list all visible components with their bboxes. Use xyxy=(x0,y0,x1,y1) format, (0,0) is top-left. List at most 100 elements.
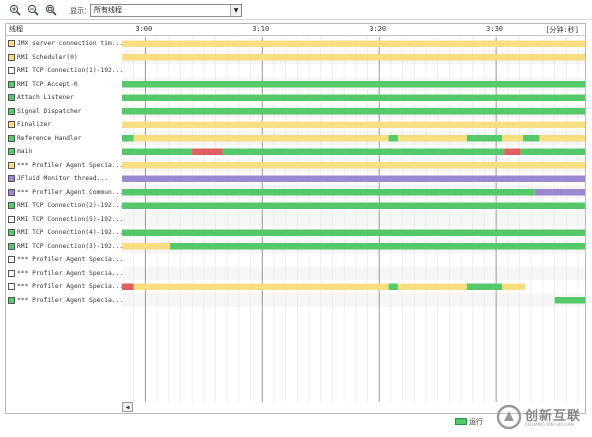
thread-row[interactable]: *** Profiler Agent Specia... xyxy=(6,253,122,267)
thread-segment-sleeping[interactable] xyxy=(122,54,585,61)
thread-state-icon xyxy=(8,175,15,183)
thread-row[interactable]: main xyxy=(6,145,122,159)
thread-row[interactable]: RMI TCP Connection(4)-192... xyxy=(6,226,122,240)
thread-segment-running[interactable] xyxy=(169,243,585,250)
toolbar: 显示： 所有线程 ▼ xyxy=(0,0,592,20)
thread-row[interactable]: *** Profiler Agent Specia... xyxy=(6,280,122,294)
thread-segment-sleeping[interactable] xyxy=(501,135,524,142)
zoom-out-icon xyxy=(27,4,39,16)
thread-state-icon xyxy=(8,242,15,250)
thread-state-icon xyxy=(8,283,15,291)
watermark-chinese: 创新互联 xyxy=(525,409,582,424)
thread-name: *** Profiler Agent Specia... xyxy=(17,296,122,304)
thread-name: RMI TCP Connection(1)-192... xyxy=(17,67,122,75)
thread-segment-sleeping[interactable] xyxy=(501,283,526,291)
thread-segment-running[interactable] xyxy=(520,148,585,156)
thread-segment-running[interactable] xyxy=(523,135,540,142)
thread-row[interactable]: *** Profiler Agent Commun... xyxy=(6,186,122,200)
thread-segment-running[interactable] xyxy=(466,135,502,142)
thread-segment-sleeping[interactable] xyxy=(122,243,170,250)
thread-row[interactable]: JMX server connection tim... xyxy=(6,37,122,51)
thread-state-icon xyxy=(8,94,15,102)
thread-state-icon xyxy=(8,229,15,237)
timeline-canvas xyxy=(122,37,585,402)
thread-segment-running[interactable] xyxy=(122,81,585,88)
thread-segment-sleeping[interactable] xyxy=(133,283,389,291)
thread-segment-running[interactable] xyxy=(222,148,505,156)
chevron-down-icon[interactable]: ▼ xyxy=(230,5,241,16)
thread-segment-wait[interactable] xyxy=(534,189,585,196)
thread-name: Attach Listener xyxy=(17,94,74,102)
thread-state-icon xyxy=(8,80,15,88)
thread-filter-value: 所有线程 xyxy=(94,6,122,14)
thread-row[interactable]: Signal Dispatcher xyxy=(6,105,122,119)
thread-row[interactable]: Finalizer xyxy=(6,118,122,132)
brand-logo-icon xyxy=(496,404,522,430)
thread-row[interactable]: RMI TCP Connection(1)-192... xyxy=(6,64,122,78)
thread-state-icon xyxy=(8,107,15,115)
thread-segment-monitor[interactable] xyxy=(192,148,223,156)
scroll-left-button[interactable]: ◀ xyxy=(122,402,133,412)
row-stripe xyxy=(122,293,585,307)
thread-row[interactable]: *** Profiler Agent Specia... xyxy=(6,267,122,281)
thread-row[interactable]: RMI Scheduler(0) xyxy=(6,51,122,65)
thread-segment-sleeping[interactable] xyxy=(397,135,467,142)
thread-segment-running[interactable] xyxy=(388,135,398,142)
thread-state-icon xyxy=(8,67,15,75)
thread-segment-running[interactable] xyxy=(122,135,134,142)
thread-state-icon xyxy=(8,134,15,142)
thread-state-icon xyxy=(8,202,15,210)
thread-segment-running[interactable] xyxy=(466,283,502,291)
watermark-english: CHUANG XIN HU LIAN xyxy=(525,423,574,428)
thread-segment-running[interactable] xyxy=(122,189,535,196)
thread-segment-running[interactable] xyxy=(122,202,585,210)
time-tick-label: 3:00 xyxy=(135,25,153,33)
thread-segment-running[interactable] xyxy=(554,297,585,304)
time-unit-label: [分钟:秒] xyxy=(545,26,579,34)
threads-column-header: 线程 xyxy=(6,24,122,36)
thread-row[interactable]: RMI TCP Connection(5)-192... xyxy=(6,213,122,227)
thread-row[interactable]: Attach Listener xyxy=(6,91,122,105)
thread-name: *** Profiler Agent Specia... xyxy=(17,256,122,264)
thread-segment-sleeping[interactable] xyxy=(397,283,467,291)
thread-row[interactable]: *** Profiler Agent Specia... xyxy=(6,159,122,173)
thread-row[interactable]: Reference Handler xyxy=(6,132,122,146)
thread-segment-running[interactable] xyxy=(122,94,585,102)
watermark: 创新互联 CHUANG XIN HU LIAN xyxy=(496,402,590,434)
thread-segment-running[interactable] xyxy=(122,108,585,115)
thread-row[interactable]: RMI TCP Accept-0 xyxy=(6,78,122,92)
thread-state-icon xyxy=(8,256,15,264)
thread-name: main xyxy=(17,148,33,156)
thread-segment-sleeping[interactable] xyxy=(122,40,585,48)
thread-name: RMI TCP Connection(5)-192... xyxy=(17,215,122,223)
thread-row[interactable]: RMI TCP Connection(2)-192... xyxy=(6,199,122,213)
thread-segment-monitor[interactable] xyxy=(122,283,134,291)
thread-row[interactable]: JFluid Monitor thread... xyxy=(6,172,122,186)
time-tick-label: 3:10 xyxy=(252,25,270,33)
thread-segment-running[interactable] xyxy=(122,229,585,237)
thread-filter-select[interactable]: 所有线程 ▼ xyxy=(90,4,242,17)
thread-state-icon xyxy=(8,40,15,48)
thread-name: *** Profiler Agent Specia... xyxy=(17,283,122,291)
zoom-out-button[interactable] xyxy=(26,3,40,17)
thread-segment-monitor[interactable] xyxy=(504,148,521,156)
thread-segment-wait[interactable] xyxy=(122,175,585,183)
thread-row[interactable]: RMI TCP Connection(3)-192... xyxy=(6,240,122,254)
thread-segment-running[interactable] xyxy=(122,148,193,156)
legend-running-swatch xyxy=(455,418,467,425)
thread-name: Signal Dispatcher xyxy=(17,107,82,115)
thread-timeline[interactable]: [分钟:秒] 3:00 3:10 3:20 3:30 xyxy=(122,24,585,404)
zoom-fit-button[interactable] xyxy=(44,3,58,17)
thread-segment-sleeping[interactable] xyxy=(122,162,585,169)
zoom-in-button[interactable] xyxy=(8,3,22,17)
thread-name: RMI Scheduler(0) xyxy=(17,53,78,61)
thread-segment-sleeping[interactable] xyxy=(122,121,585,129)
time-tick-label: 3:30 xyxy=(486,25,503,33)
thread-row[interactable]: *** Profiler Agent Specia... xyxy=(6,294,122,308)
thread-segment-sleeping[interactable] xyxy=(133,135,389,142)
thread-segment-running[interactable] xyxy=(388,283,398,291)
thread-name: Finalizer xyxy=(17,121,52,129)
thread-state-icon xyxy=(8,269,15,277)
thread-segment-sleeping[interactable] xyxy=(539,135,585,142)
thread-name: JFluid Monitor thread... xyxy=(17,175,108,183)
